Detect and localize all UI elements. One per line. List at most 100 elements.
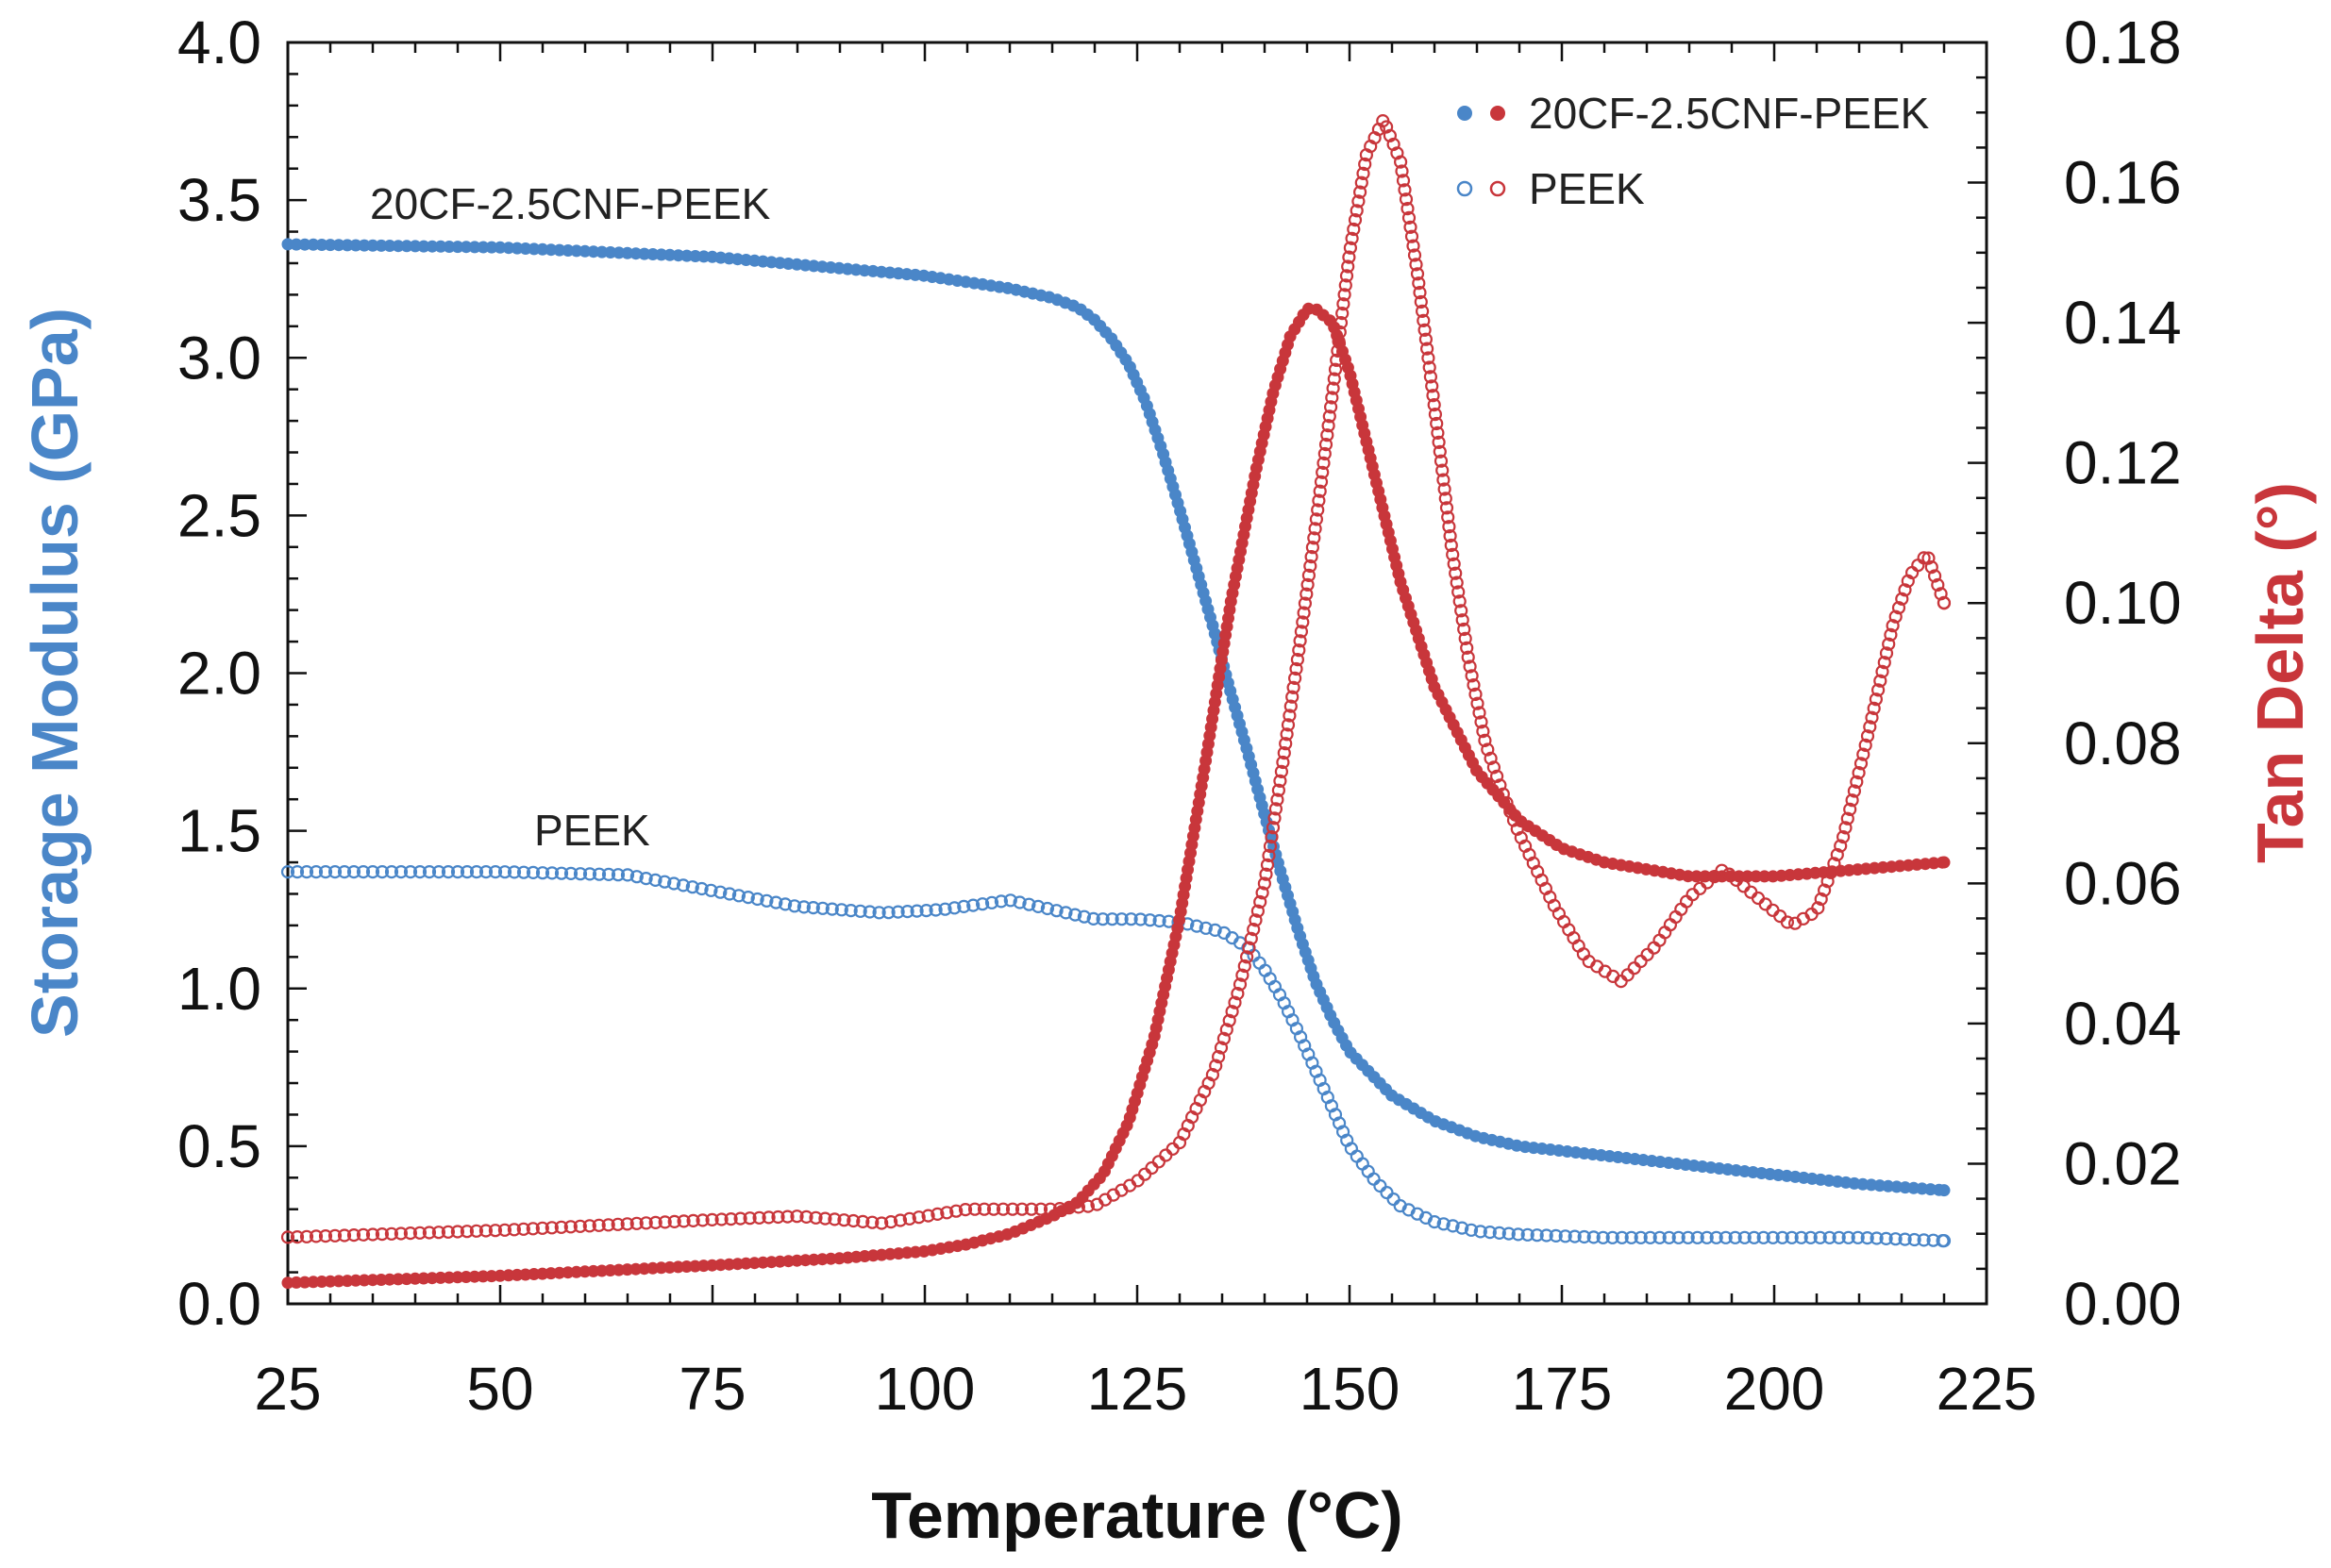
data-point [666,876,681,891]
data-point [1886,619,1900,633]
data-point [554,1220,568,1234]
data-point [290,864,305,879]
data-point [1709,1230,1723,1244]
data-point [535,1221,549,1235]
data-point [1736,879,1751,893]
data-point [1321,419,1335,433]
data-point [1049,904,1064,918]
data-point [601,867,616,882]
data-point [834,903,848,917]
data-point [1300,587,1314,601]
data-point [412,1226,427,1240]
data-point [563,1220,578,1234]
data-point [1875,664,1889,679]
data-point [1888,1232,1903,1246]
data-point [1928,569,1942,583]
data-point [1756,1230,1770,1244]
data-point [365,864,380,879]
data-point [1304,549,1318,564]
data-point [1013,895,1027,909]
data-point [1845,793,1859,808]
data-point [1539,1228,1553,1243]
data-point [733,1211,747,1226]
y-right-tick-label: 0.18 [2064,8,2182,76]
data-point [1380,1185,1394,1200]
data-point [1322,409,1336,424]
data-point [1640,947,1654,961]
data-point [931,1207,945,1222]
data-point [787,899,802,913]
data-point [1737,1230,1752,1244]
data-point [1838,821,1853,835]
data-point [1620,968,1635,982]
data-point [327,1228,343,1243]
data-point [1478,733,1492,748]
data-point [1219,1023,1233,1037]
data-point [1211,1049,1226,1064]
data-point [611,1217,625,1231]
data-point [1427,398,1441,412]
data-point [1333,316,1349,330]
data-point [1242,941,1256,955]
data-point [1260,858,1275,872]
y-left-tick-label: 3.0 [177,324,261,392]
data-point [1435,463,1450,477]
data-point [366,239,379,252]
data-point [1209,1059,1223,1073]
data-point [1715,863,1729,877]
data-point [780,1209,795,1224]
data-point [1307,531,1321,545]
data-point [919,903,933,918]
data-point [281,238,294,251]
data-point [1342,250,1356,264]
data-point [394,864,409,879]
data-point [1834,839,1848,853]
data-point [383,240,396,252]
data-point [881,906,896,920]
data-point [1483,1225,1497,1240]
data-point [309,1229,324,1243]
data-point [469,864,484,879]
data-point [1283,709,1297,723]
data-point [299,864,314,879]
data-point [592,867,607,881]
data-point [1463,659,1477,674]
data-point [1373,1178,1387,1193]
data-point [1898,583,1912,597]
data-point [1860,729,1875,743]
data-point [1465,669,1479,683]
data-point [1326,381,1340,395]
data-point [507,865,522,879]
data-point [724,1211,738,1226]
data-point [1822,1230,1836,1244]
data-point [1276,755,1290,770]
data-point [1247,922,1261,937]
data-point [1327,372,1341,386]
data-point [648,1215,662,1230]
data-point [1850,775,1864,789]
data-point [1452,594,1467,609]
data-point [526,1222,540,1236]
data-point [356,864,371,879]
data-point [1343,241,1358,255]
data-point [1323,400,1338,414]
data-point [667,1214,681,1229]
data-point [1358,157,1372,172]
data-point [1273,774,1287,788]
data-point [1758,870,1771,883]
data-point [1409,258,1423,272]
data-point [1077,909,1092,924]
x-tick-label: 50 [466,1355,533,1423]
data-point [1287,671,1302,686]
data-point [1747,1230,1761,1244]
data-point [1852,765,1866,780]
data-point [1634,954,1648,969]
data-point [1396,174,1411,188]
data-point [563,866,579,881]
data-point [1474,715,1488,729]
data-point [1489,769,1504,783]
data-point [477,241,490,254]
x-tick-label: 25 [254,1355,321,1423]
data-point [1265,829,1279,844]
y-right-tick-label: 0.00 [2064,1270,2182,1338]
